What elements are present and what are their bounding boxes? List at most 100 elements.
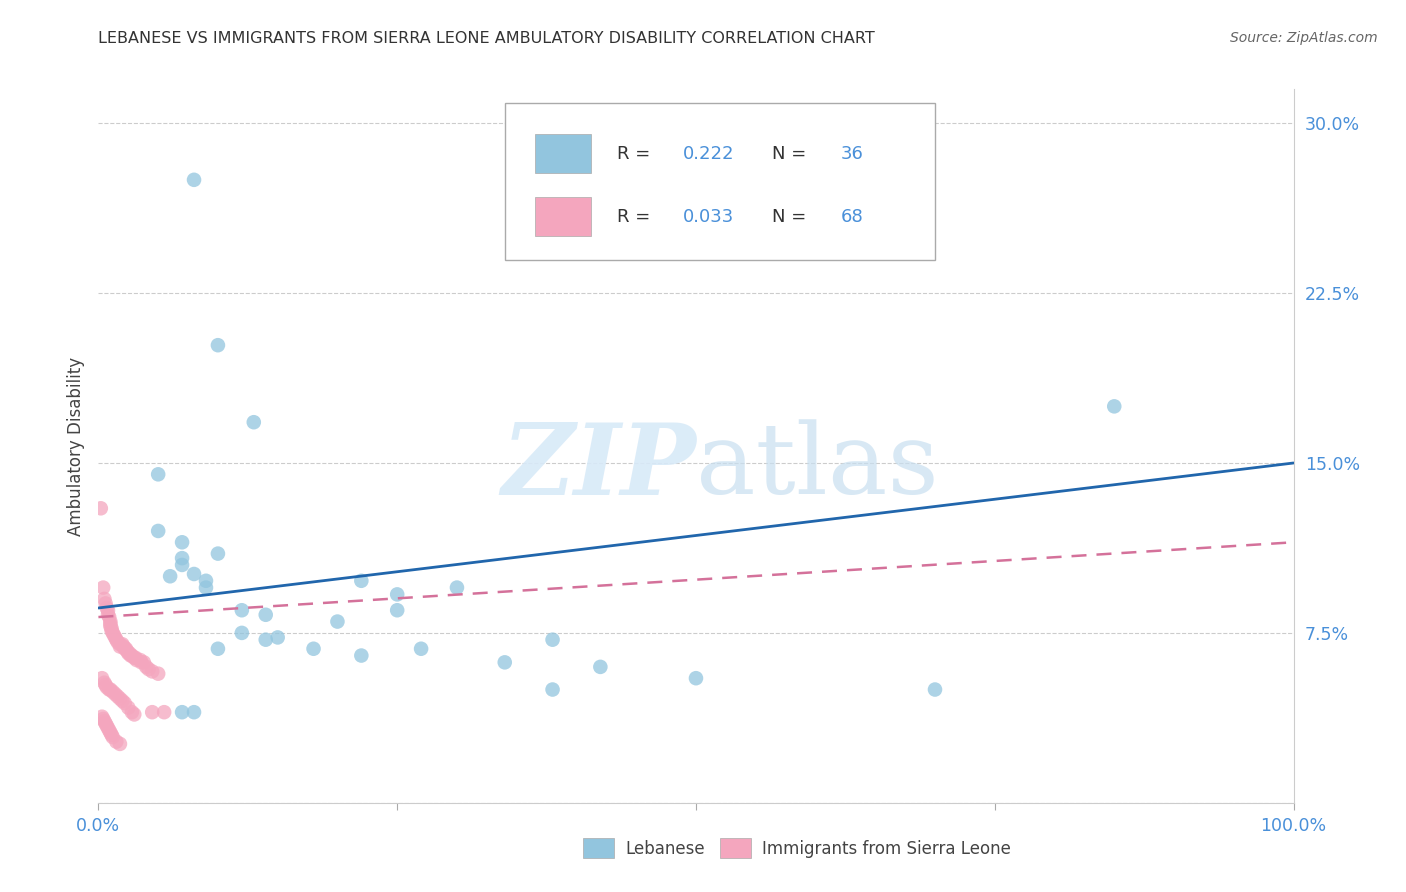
Point <box>207 338 229 352</box>
Point <box>111 694 134 708</box>
Point <box>207 547 229 561</box>
Point <box>924 682 946 697</box>
Point <box>98 615 122 629</box>
Text: Lebanese: Lebanese <box>626 840 706 858</box>
Point <box>100 624 122 638</box>
Point <box>124 707 146 722</box>
Text: Source: ZipAtlas.com: Source: ZipAtlas.com <box>1230 31 1378 45</box>
Point <box>494 656 516 670</box>
Point <box>446 581 468 595</box>
Point <box>93 714 115 729</box>
Point <box>101 626 124 640</box>
Point <box>541 682 564 697</box>
Point <box>254 632 277 647</box>
Point <box>104 687 127 701</box>
Point <box>172 551 194 566</box>
Point <box>108 691 131 706</box>
Point <box>108 637 131 651</box>
Point <box>98 610 121 624</box>
Point <box>541 632 564 647</box>
Point <box>97 607 120 622</box>
Point <box>105 632 128 647</box>
Point <box>589 660 612 674</box>
Point <box>159 569 181 583</box>
Point <box>148 467 170 482</box>
Text: R =: R = <box>617 208 655 226</box>
Text: R =: R = <box>617 145 655 162</box>
Point <box>1102 400 1125 414</box>
Point <box>108 640 131 654</box>
Point <box>685 671 707 685</box>
Point <box>115 641 138 656</box>
Point <box>97 721 120 735</box>
Point <box>117 646 139 660</box>
Point <box>350 574 373 588</box>
Point <box>97 603 120 617</box>
Point <box>153 705 176 719</box>
Bar <box>534 197 591 236</box>
Point <box>385 587 409 601</box>
Point <box>194 581 217 595</box>
Point <box>90 501 112 516</box>
Point <box>91 581 114 595</box>
Point <box>131 656 153 670</box>
Point <box>93 591 115 606</box>
Point <box>96 719 118 733</box>
Point <box>120 648 142 663</box>
Point <box>121 705 143 719</box>
Text: 68: 68 <box>841 208 863 226</box>
Point <box>135 660 157 674</box>
Point <box>94 597 117 611</box>
Point <box>98 723 121 738</box>
Point <box>183 705 205 719</box>
Point <box>96 680 118 694</box>
Point <box>94 678 117 692</box>
Point <box>107 690 129 704</box>
Bar <box>534 134 591 173</box>
Point <box>115 644 138 658</box>
Point <box>108 737 131 751</box>
Point <box>94 716 117 731</box>
Point <box>172 705 194 719</box>
Point <box>326 615 349 629</box>
Point <box>231 626 253 640</box>
Point <box>96 601 118 615</box>
Point <box>125 653 148 667</box>
Point <box>101 730 124 744</box>
Point <box>98 616 122 631</box>
Point <box>98 619 122 633</box>
Point <box>267 631 290 645</box>
Point <box>350 648 373 663</box>
Point <box>231 603 253 617</box>
Point <box>124 650 146 665</box>
Point <box>132 656 155 670</box>
Point <box>103 628 125 642</box>
Text: atlas: atlas <box>696 419 939 516</box>
Point <box>114 641 136 656</box>
Point <box>302 641 325 656</box>
Point <box>254 607 277 622</box>
Point <box>141 705 163 719</box>
Point <box>117 700 139 714</box>
Point <box>98 725 122 739</box>
Text: 0.222: 0.222 <box>682 145 734 162</box>
Point <box>148 666 170 681</box>
Point <box>148 524 170 538</box>
Point <box>100 728 122 742</box>
Point <box>183 173 205 187</box>
Point <box>91 671 114 685</box>
Point <box>98 682 122 697</box>
Text: 36: 36 <box>841 145 863 162</box>
Point <box>183 566 205 581</box>
Point <box>121 648 143 663</box>
Point <box>91 712 114 726</box>
Point <box>194 574 217 588</box>
Point <box>138 662 160 676</box>
Point <box>93 675 115 690</box>
Point <box>101 685 124 699</box>
Text: ZIP: ZIP <box>501 419 696 516</box>
Point <box>385 603 409 617</box>
Point <box>107 635 129 649</box>
Text: N =: N = <box>772 145 813 162</box>
FancyBboxPatch shape <box>505 103 935 260</box>
